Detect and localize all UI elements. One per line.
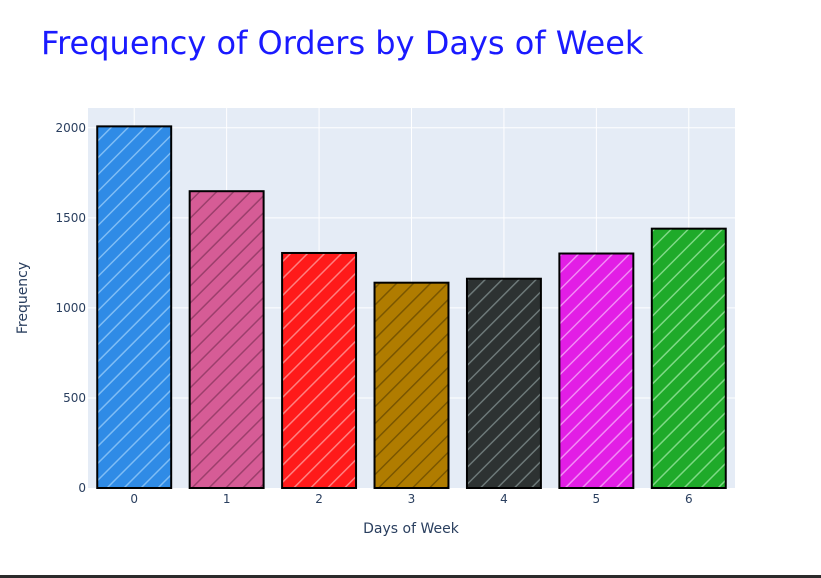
y-tick-label: 0 [78, 481, 86, 495]
y-axis-ticks: 0 500 1000 1500 2000 [55, 121, 86, 495]
x-tick-label: 1 [223, 492, 231, 506]
x-tick-label: 4 [500, 492, 508, 506]
x-tick-label: 2 [315, 492, 323, 506]
y-tick-label: 2000 [55, 121, 86, 135]
bar-day-1 [188, 190, 265, 489]
bottom-divider [0, 575, 821, 578]
y-tick-label: 500 [63, 391, 86, 405]
y-tick-label: 1000 [55, 301, 86, 315]
bar-day-4 [465, 277, 542, 489]
bar-day-6 [650, 227, 727, 489]
y-axis-label: Frequency [15, 262, 31, 334]
bar-day-5 [558, 252, 635, 489]
x-axis-label: Days of Week [363, 521, 460, 537]
x-axis-ticks: 0 1 2 3 4 5 6 [130, 492, 692, 506]
x-tick-label: 5 [593, 492, 601, 506]
x-tick-label: 0 [130, 492, 138, 506]
bar-day-0 [96, 125, 173, 490]
bar-day-2 [281, 251, 358, 489]
bar-day-3 [373, 281, 450, 490]
x-tick-label: 3 [408, 492, 416, 506]
y-tick-label: 1500 [55, 211, 86, 225]
chart-title: Frequency of Orders by Days of Week [41, 24, 644, 62]
x-tick-label: 6 [685, 492, 693, 506]
bars [96, 125, 727, 490]
